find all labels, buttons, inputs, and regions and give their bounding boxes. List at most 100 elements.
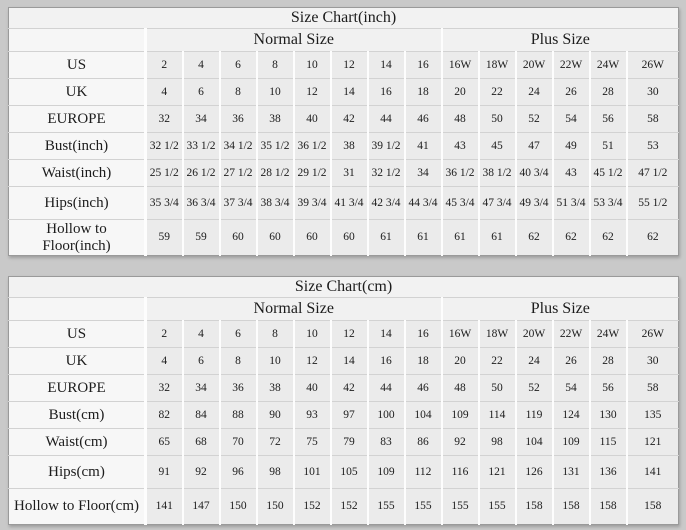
size-value-cell: 47 bbox=[514, 132, 553, 160]
size-value-cell: 40 bbox=[292, 105, 331, 133]
size-value-cell: 34 bbox=[181, 105, 220, 133]
size-value-cell: 12 bbox=[292, 78, 331, 106]
size-value-cell: 26 1/2 bbox=[181, 159, 220, 187]
table-row: EUROPE 32 34 36 38 40 42 44 46 48 50 52 54 56 58 bbox=[8, 374, 679, 402]
size-value-cell: 24W bbox=[588, 320, 627, 348]
size-value-cell: 84 bbox=[181, 401, 220, 429]
size-value-cell: 62 bbox=[625, 219, 679, 256]
size-value-cell: 34 bbox=[181, 374, 220, 402]
blank-corner-cell bbox=[8, 297, 147, 321]
size-value-cell: 104 bbox=[514, 428, 553, 456]
group-header-row: Normal Size Plus Size bbox=[8, 28, 679, 52]
size-value-cell: 109 bbox=[440, 401, 479, 429]
size-value-cell: 16W bbox=[440, 320, 479, 348]
size-value-cell: 30 bbox=[625, 347, 679, 375]
size-value-cell: 38 1/2 bbox=[477, 159, 516, 187]
size-value-cell: 109 bbox=[551, 428, 590, 456]
row-label: Bust(cm) bbox=[8, 401, 147, 429]
size-value-cell: 36 bbox=[218, 105, 257, 133]
size-value-cell: 44 bbox=[366, 105, 405, 133]
size-value-cell: 59 bbox=[181, 219, 220, 256]
size-value-cell: 12 bbox=[329, 320, 368, 348]
size-value-cell: 62 bbox=[551, 219, 590, 256]
row-label: Hips(inch) bbox=[8, 186, 147, 220]
size-value-cell: 45 1/2 bbox=[588, 159, 627, 187]
size-value-cell: 20W bbox=[514, 51, 553, 79]
size-value-cell: 112 bbox=[403, 455, 442, 489]
size-chart-cm-body: US 2 4 6 8 10 12 14 16 16W 18W 20W 22W 24W 26W UK 4 6 8 10 1… bbox=[8, 320, 679, 525]
size-value-cell: 91 bbox=[144, 455, 183, 489]
size-value-cell: 65 bbox=[144, 428, 183, 456]
size-value-cell: 62 bbox=[514, 219, 553, 256]
size-value-cell: 2 bbox=[144, 320, 183, 348]
size-value-cell: 53 bbox=[625, 132, 679, 160]
size-value-cell: 14 bbox=[329, 78, 368, 106]
size-value-cell: 158 bbox=[588, 488, 627, 525]
size-chart-cm-table: Size Chart(cm) Normal Size Plus Size US 2… bbox=[8, 276, 680, 525]
size-value-cell: 2 bbox=[144, 51, 183, 79]
size-value-cell: 61 bbox=[477, 219, 516, 256]
size-value-cell: 28 1/2 bbox=[255, 159, 294, 187]
size-value-cell: 58 bbox=[625, 105, 679, 133]
size-value-cell: 34 bbox=[403, 159, 442, 187]
table-row: Hollow to Floor(inch) 59 59 60 60 60 60 61 61 61 6… bbox=[8, 219, 679, 256]
group-header-plus-size: Plus Size bbox=[440, 297, 679, 321]
size-value-cell: 27 1/2 bbox=[218, 159, 257, 187]
size-value-cell: 62 bbox=[588, 219, 627, 256]
size-value-cell: 141 bbox=[144, 488, 183, 525]
size-value-cell: 49 bbox=[551, 132, 590, 160]
size-value-cell: 58 bbox=[625, 374, 679, 402]
size-value-cell: 16 bbox=[366, 78, 405, 106]
size-value-cell: 47 3/4 bbox=[477, 186, 516, 220]
size-value-cell: 38 bbox=[255, 105, 294, 133]
size-value-cell: 49 3/4 bbox=[514, 186, 553, 220]
size-value-cell: 14 bbox=[366, 51, 405, 79]
size-value-cell: 26W bbox=[625, 320, 679, 348]
size-value-cell: 48 bbox=[440, 105, 479, 133]
size-value-cell: 79 bbox=[329, 428, 368, 456]
size-value-cell: 20W bbox=[514, 320, 553, 348]
row-label: Waist(cm) bbox=[8, 428, 147, 456]
size-value-cell: 100 bbox=[366, 401, 405, 429]
size-value-cell: 31 bbox=[329, 159, 368, 187]
size-value-cell: 25 1/2 bbox=[144, 159, 183, 187]
size-value-cell: 22W bbox=[551, 51, 590, 79]
size-value-cell: 22 bbox=[477, 78, 516, 106]
size-value-cell: 52 bbox=[514, 105, 553, 133]
size-value-cell: 32 bbox=[144, 374, 183, 402]
size-value-cell: 92 bbox=[181, 455, 220, 489]
size-value-cell: 104 bbox=[403, 401, 442, 429]
size-value-cell: 45 bbox=[477, 132, 516, 160]
size-value-cell: 155 bbox=[366, 488, 405, 525]
row-label: Hollow to Floor(inch) bbox=[8, 219, 147, 256]
size-value-cell: 10 bbox=[292, 51, 331, 79]
size-chart-inch-table: Size Chart(inch) Normal Size Plus Size U… bbox=[8, 7, 680, 256]
size-value-cell: 51 3/4 bbox=[551, 186, 590, 220]
size-value-cell: 130 bbox=[588, 401, 627, 429]
group-header-normal-size: Normal Size bbox=[144, 28, 442, 52]
size-value-cell: 35 3/4 bbox=[144, 186, 183, 220]
size-value-cell: 150 bbox=[255, 488, 294, 525]
size-value-cell: 93 bbox=[292, 401, 331, 429]
size-value-cell: 29 1/2 bbox=[292, 159, 331, 187]
size-value-cell: 34 1/2 bbox=[218, 132, 257, 160]
size-value-cell: 90 bbox=[255, 401, 294, 429]
size-value-cell: 18W bbox=[477, 51, 516, 79]
size-value-cell: 38 bbox=[329, 132, 368, 160]
size-value-cell: 36 1/2 bbox=[440, 159, 479, 187]
size-value-cell: 6 bbox=[181, 78, 220, 106]
size-value-cell: 36 bbox=[218, 374, 257, 402]
size-value-cell: 24 bbox=[514, 78, 553, 106]
size-value-cell: 147 bbox=[181, 488, 220, 525]
table-title-row: Size Chart(inch) bbox=[8, 7, 679, 29]
size-value-cell: 10 bbox=[255, 347, 294, 375]
size-value-cell: 42 bbox=[329, 105, 368, 133]
blank-corner-cell bbox=[8, 28, 147, 52]
size-value-cell: 98 bbox=[255, 455, 294, 489]
size-value-cell: 26 bbox=[551, 347, 590, 375]
size-value-cell: 45 3/4 bbox=[440, 186, 479, 220]
size-value-cell: 18 bbox=[403, 347, 442, 375]
table-title: Size Chart(inch) bbox=[8, 7, 679, 29]
table-row: UK 4 6 8 10 12 14 16 18 20 22 24 26 28 30 bbox=[8, 78, 679, 106]
